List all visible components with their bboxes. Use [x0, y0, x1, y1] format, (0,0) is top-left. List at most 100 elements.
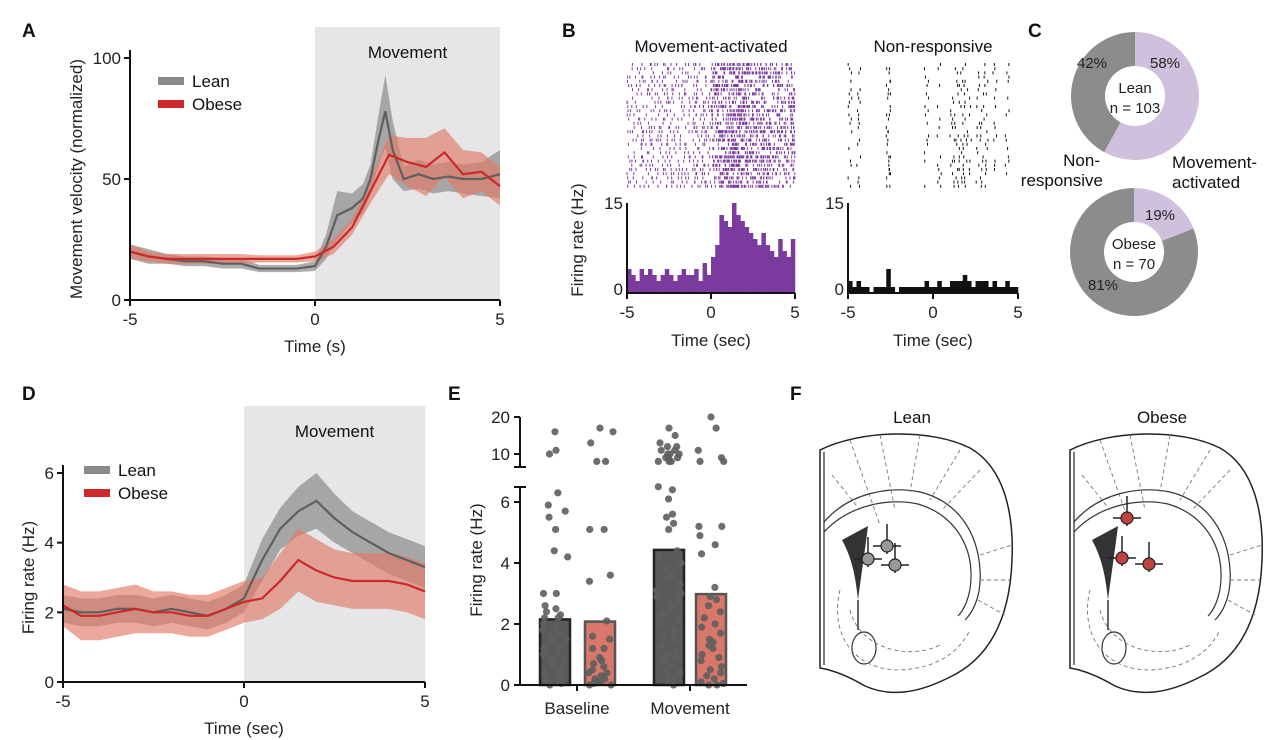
data-point	[555, 641, 563, 649]
psth-bar	[635, 281, 640, 293]
psth-bar	[652, 275, 657, 293]
psth-bar	[1001, 287, 1006, 293]
data-point	[665, 457, 673, 465]
data-point	[698, 623, 706, 631]
data-point	[585, 669, 593, 677]
psth-bar	[669, 275, 674, 293]
data-point	[697, 678, 705, 686]
data-point	[665, 424, 673, 432]
data-point	[588, 632, 597, 640]
recording-site-marker	[854, 537, 882, 567]
donut-hole	[1105, 66, 1165, 126]
data-point	[664, 495, 673, 503]
atlas-boundary	[1227, 599, 1256, 616]
legend-swatch-lean	[84, 466, 110, 474]
data-point	[665, 599, 673, 607]
atlas-boundary	[849, 609, 941, 652]
data-point	[696, 457, 704, 465]
x-axis-label: Time (sec)	[893, 331, 973, 350]
data-point	[712, 596, 721, 604]
psth-bar	[723, 221, 729, 293]
x-tick-label: -5	[122, 310, 137, 329]
data-point	[717, 669, 725, 677]
psth-bar	[954, 281, 959, 293]
category-label-non-responsive: Non-	[1063, 151, 1100, 170]
data-point	[554, 647, 563, 656]
psth-bar	[769, 251, 775, 293]
y-tick-label: 0	[112, 291, 121, 310]
psth-bar	[732, 203, 737, 293]
donut-slice-non-responsive	[1071, 32, 1135, 153]
data-point	[552, 446, 560, 454]
psth-bar	[988, 287, 993, 293]
psth-bar	[937, 281, 942, 293]
data-point	[603, 617, 611, 625]
psth-bar	[848, 281, 853, 293]
atlas-boundary	[1179, 449, 1211, 501]
data-point	[668, 486, 677, 494]
psth-bar	[1005, 281, 1010, 293]
data-point	[562, 635, 570, 643]
data-point	[552, 589, 560, 598]
x-tick-label: -5	[840, 303, 855, 322]
data-point	[600, 644, 608, 653]
psth-bar	[715, 245, 720, 293]
psth-bar	[945, 287, 951, 293]
psth-bar	[673, 281, 678, 293]
percent-label: 42%	[1077, 55, 1107, 72]
psth-bar	[984, 281, 989, 293]
y-tick-label: 0	[835, 280, 844, 299]
data-point	[663, 443, 672, 451]
atlas-boundary	[831, 474, 861, 511]
psth-bar	[962, 275, 968, 293]
percent-label: 58%	[1150, 55, 1180, 72]
data-point	[674, 617, 682, 625]
psth-bar	[924, 281, 930, 293]
psth-bar	[992, 281, 998, 293]
data-point	[588, 644, 597, 653]
y-tick-label: 15	[604, 194, 623, 213]
psth-bar	[786, 257, 792, 293]
data-point	[703, 672, 711, 680]
data-point	[669, 519, 678, 527]
legend-label-lean: Lean	[118, 461, 156, 480]
data-point	[596, 424, 604, 432]
data-point	[660, 632, 668, 640]
panel-letter-d: D	[22, 384, 36, 405]
data-point	[551, 525, 560, 534]
psth-bar	[740, 221, 745, 293]
data-point	[550, 547, 558, 555]
x-tick-label: 0	[239, 692, 248, 711]
atlas-boundary	[879, 434, 896, 511]
psth-bar	[860, 287, 866, 293]
psth-bar	[744, 227, 750, 293]
panel-e-bar-plot: Baseline Movement 0 2 4 6 10 20 Firing rate (Hz)	[467, 408, 747, 718]
data-point	[712, 424, 720, 432]
atlas-boundary	[979, 544, 1013, 556]
ventricle	[842, 526, 868, 600]
data-point	[711, 620, 719, 628]
psth-bar	[656, 281, 661, 293]
data-point	[539, 620, 548, 628]
data-point	[539, 589, 548, 598]
anterior-commissure	[851, 631, 877, 665]
data-point	[696, 531, 704, 540]
psth-bar	[852, 287, 857, 293]
x-tick-label: 0	[706, 303, 715, 322]
x-tick-label: 5	[420, 692, 429, 711]
x-tick-label: 5	[1013, 303, 1022, 322]
atlas-boundary	[849, 439, 881, 526]
recording-site-marker	[881, 543, 909, 573]
atlas-boundary	[837, 589, 971, 671]
data-point	[589, 660, 598, 668]
data-point	[658, 611, 666, 619]
atlas-boundary	[1229, 544, 1263, 556]
data-point	[541, 602, 549, 610]
data-point	[564, 553, 572, 561]
data-point	[659, 657, 667, 665]
data-point	[695, 522, 703, 531]
y-tick-label: 4	[501, 554, 510, 573]
y-tick-label: 4	[45, 534, 54, 553]
data-point	[587, 439, 595, 447]
